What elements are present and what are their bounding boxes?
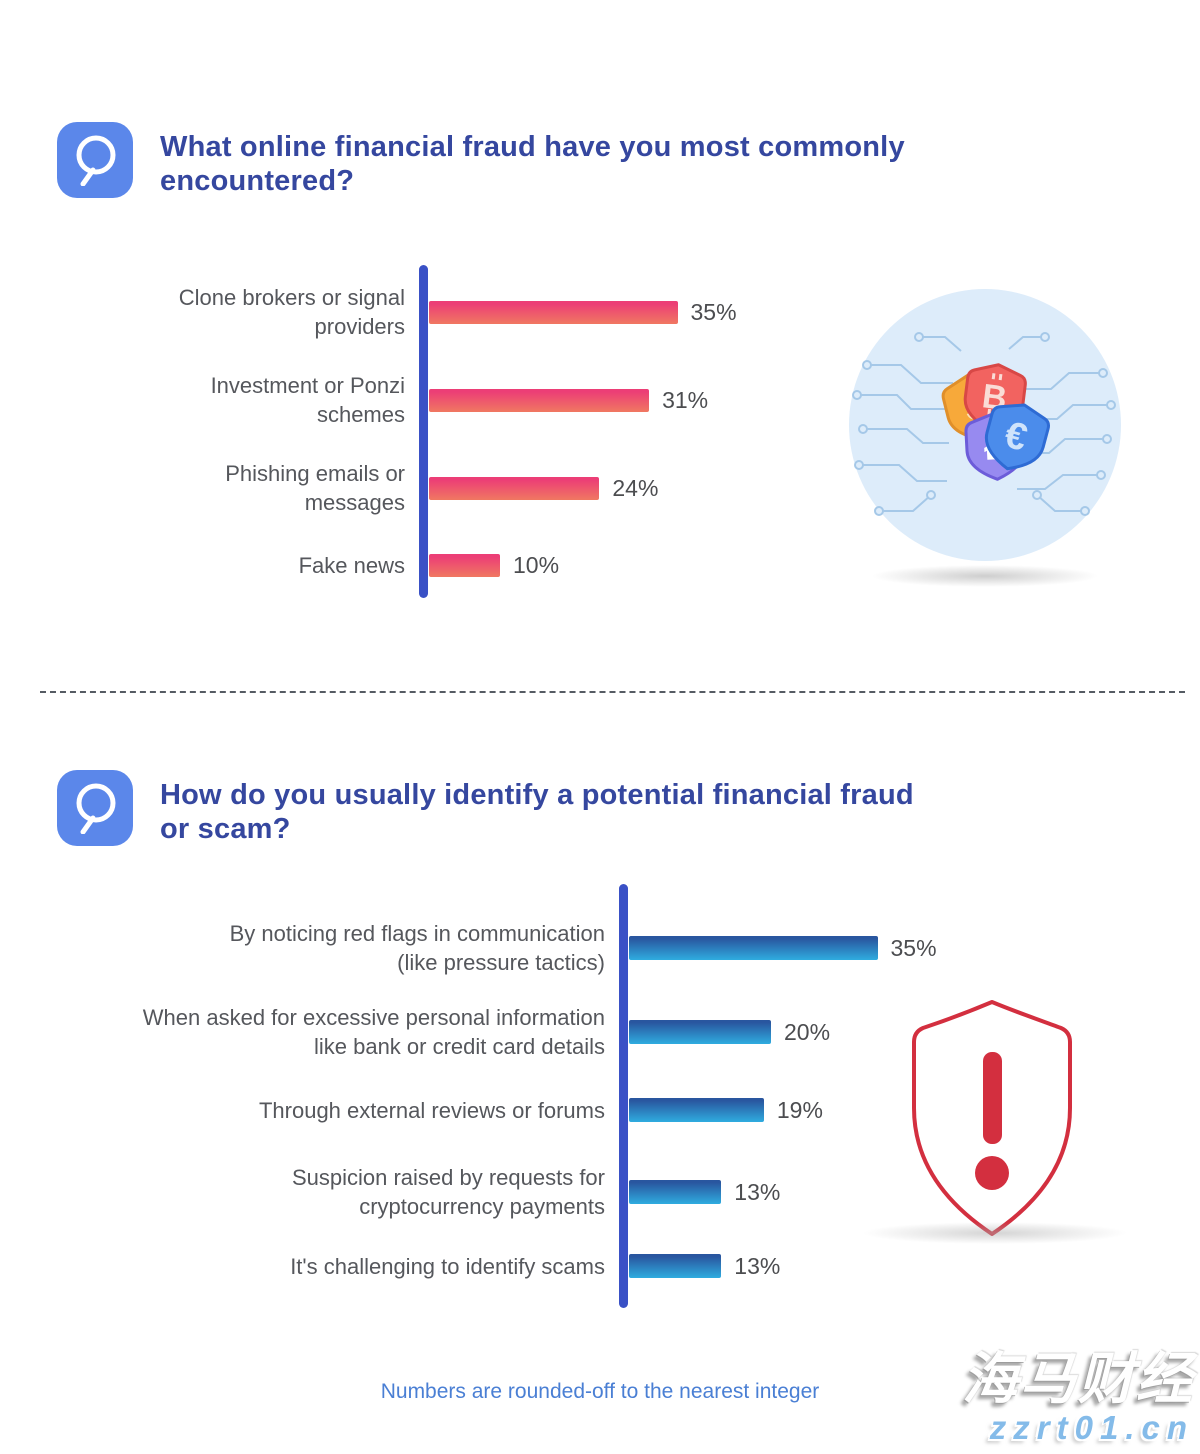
chart2-row-crypto-payments: Suspicion raised by requests for cryptocu… bbox=[0, 1160, 1200, 1224]
question1-header: What online financial fraud have you mos… bbox=[57, 122, 905, 198]
bar bbox=[629, 936, 878, 960]
category-label: When asked for excessive personal inform… bbox=[142, 1005, 605, 1059]
magnifier-q-icon bbox=[76, 135, 116, 186]
chart1-row-clone-brokers: Clone brokers or signal providers 35% bbox=[0, 282, 1200, 342]
value-label: 13% bbox=[734, 1178, 781, 1205]
euro-shield-icon: € bbox=[984, 403, 1050, 471]
illustration-shadow bbox=[863, 1222, 1127, 1244]
question2-title: How do you usually identify a potential … bbox=[160, 779, 914, 845]
watermark-url: zzrt01.cn bbox=[989, 1409, 1194, 1446]
question2-header: How do you usually identify a potential … bbox=[57, 770, 914, 846]
value-label: 10% bbox=[513, 551, 560, 578]
illustration-shadow bbox=[872, 565, 1098, 587]
category-label: Clone brokers or signal providers bbox=[178, 285, 405, 339]
chart2-row-red-flags: By noticing red flags in communication (l… bbox=[0, 916, 1200, 980]
bar bbox=[629, 1254, 722, 1278]
chart2-row-challenging: It's challenging to identify scams 13% bbox=[0, 1234, 1200, 1298]
exclamation-dot bbox=[975, 1156, 1009, 1190]
category-label: By noticing red flags in communication (l… bbox=[229, 921, 605, 975]
bar bbox=[429, 300, 678, 324]
currency-shields-circuit-illustration: $ B Ł € bbox=[849, 289, 1121, 561]
exclamation-bar bbox=[983, 1052, 1002, 1144]
bar bbox=[429, 476, 600, 500]
watermark: 海马财经 zzrt01.cn bbox=[962, 1348, 1194, 1446]
chart1-row-phishing: Phishing emails or messages 24% bbox=[0, 458, 1200, 518]
chart2-row-personal-info: When asked for excessive personal inform… bbox=[0, 1000, 1200, 1064]
dashed-divider bbox=[40, 691, 1185, 693]
value-label: 35% bbox=[690, 298, 737, 325]
alert-shield-illustration bbox=[912, 1000, 1072, 1236]
category-label: It's challenging to identify scams bbox=[290, 1253, 605, 1279]
question1-title: What online financial fraud have you mos… bbox=[160, 131, 905, 197]
fraud-types-bar-chart: Clone brokers or signal providers 35% Inv… bbox=[0, 265, 1200, 605]
fraud-identification-bar-chart: By noticing red flags in communication (l… bbox=[0, 880, 1200, 1320]
category-label: Phishing emails or messages bbox=[225, 461, 405, 515]
magnifier-q-icon bbox=[76, 783, 116, 834]
category-label: Through external reviews or forums bbox=[258, 1097, 605, 1123]
bar bbox=[629, 1098, 764, 1122]
question-icon bbox=[57, 770, 133, 846]
value-label: 24% bbox=[612, 474, 659, 501]
bar bbox=[429, 388, 650, 412]
value-label: 35% bbox=[890, 934, 937, 961]
chart2-row-external-reviews: Through external reviews or forums 19% bbox=[0, 1078, 1200, 1142]
category-label: Investment or Ponzi schemes bbox=[210, 373, 405, 427]
value-label: 31% bbox=[662, 386, 709, 413]
value-label: 19% bbox=[776, 1096, 823, 1123]
chart1-axis bbox=[419, 265, 428, 598]
bar bbox=[629, 1180, 722, 1204]
category-label: Fake news bbox=[298, 552, 405, 578]
chart1-row-fake-news: Fake news 10% bbox=[0, 535, 1200, 595]
bar bbox=[429, 553, 500, 577]
category-label: Suspicion raised by requests for cryptocu… bbox=[291, 1165, 605, 1219]
question-icon bbox=[57, 122, 133, 198]
chart2-axis bbox=[619, 884, 628, 1308]
watermark-chinese: 海马财经 bbox=[962, 1347, 1194, 1410]
bar bbox=[629, 1020, 771, 1044]
chart1-row-ponzi: Investment or Ponzi schemes 31% bbox=[0, 370, 1200, 430]
footnote: Numbers are rounded-off to the nearest i… bbox=[380, 1380, 820, 1403]
value-label: 20% bbox=[784, 1018, 831, 1045]
value-label: 13% bbox=[734, 1252, 781, 1279]
